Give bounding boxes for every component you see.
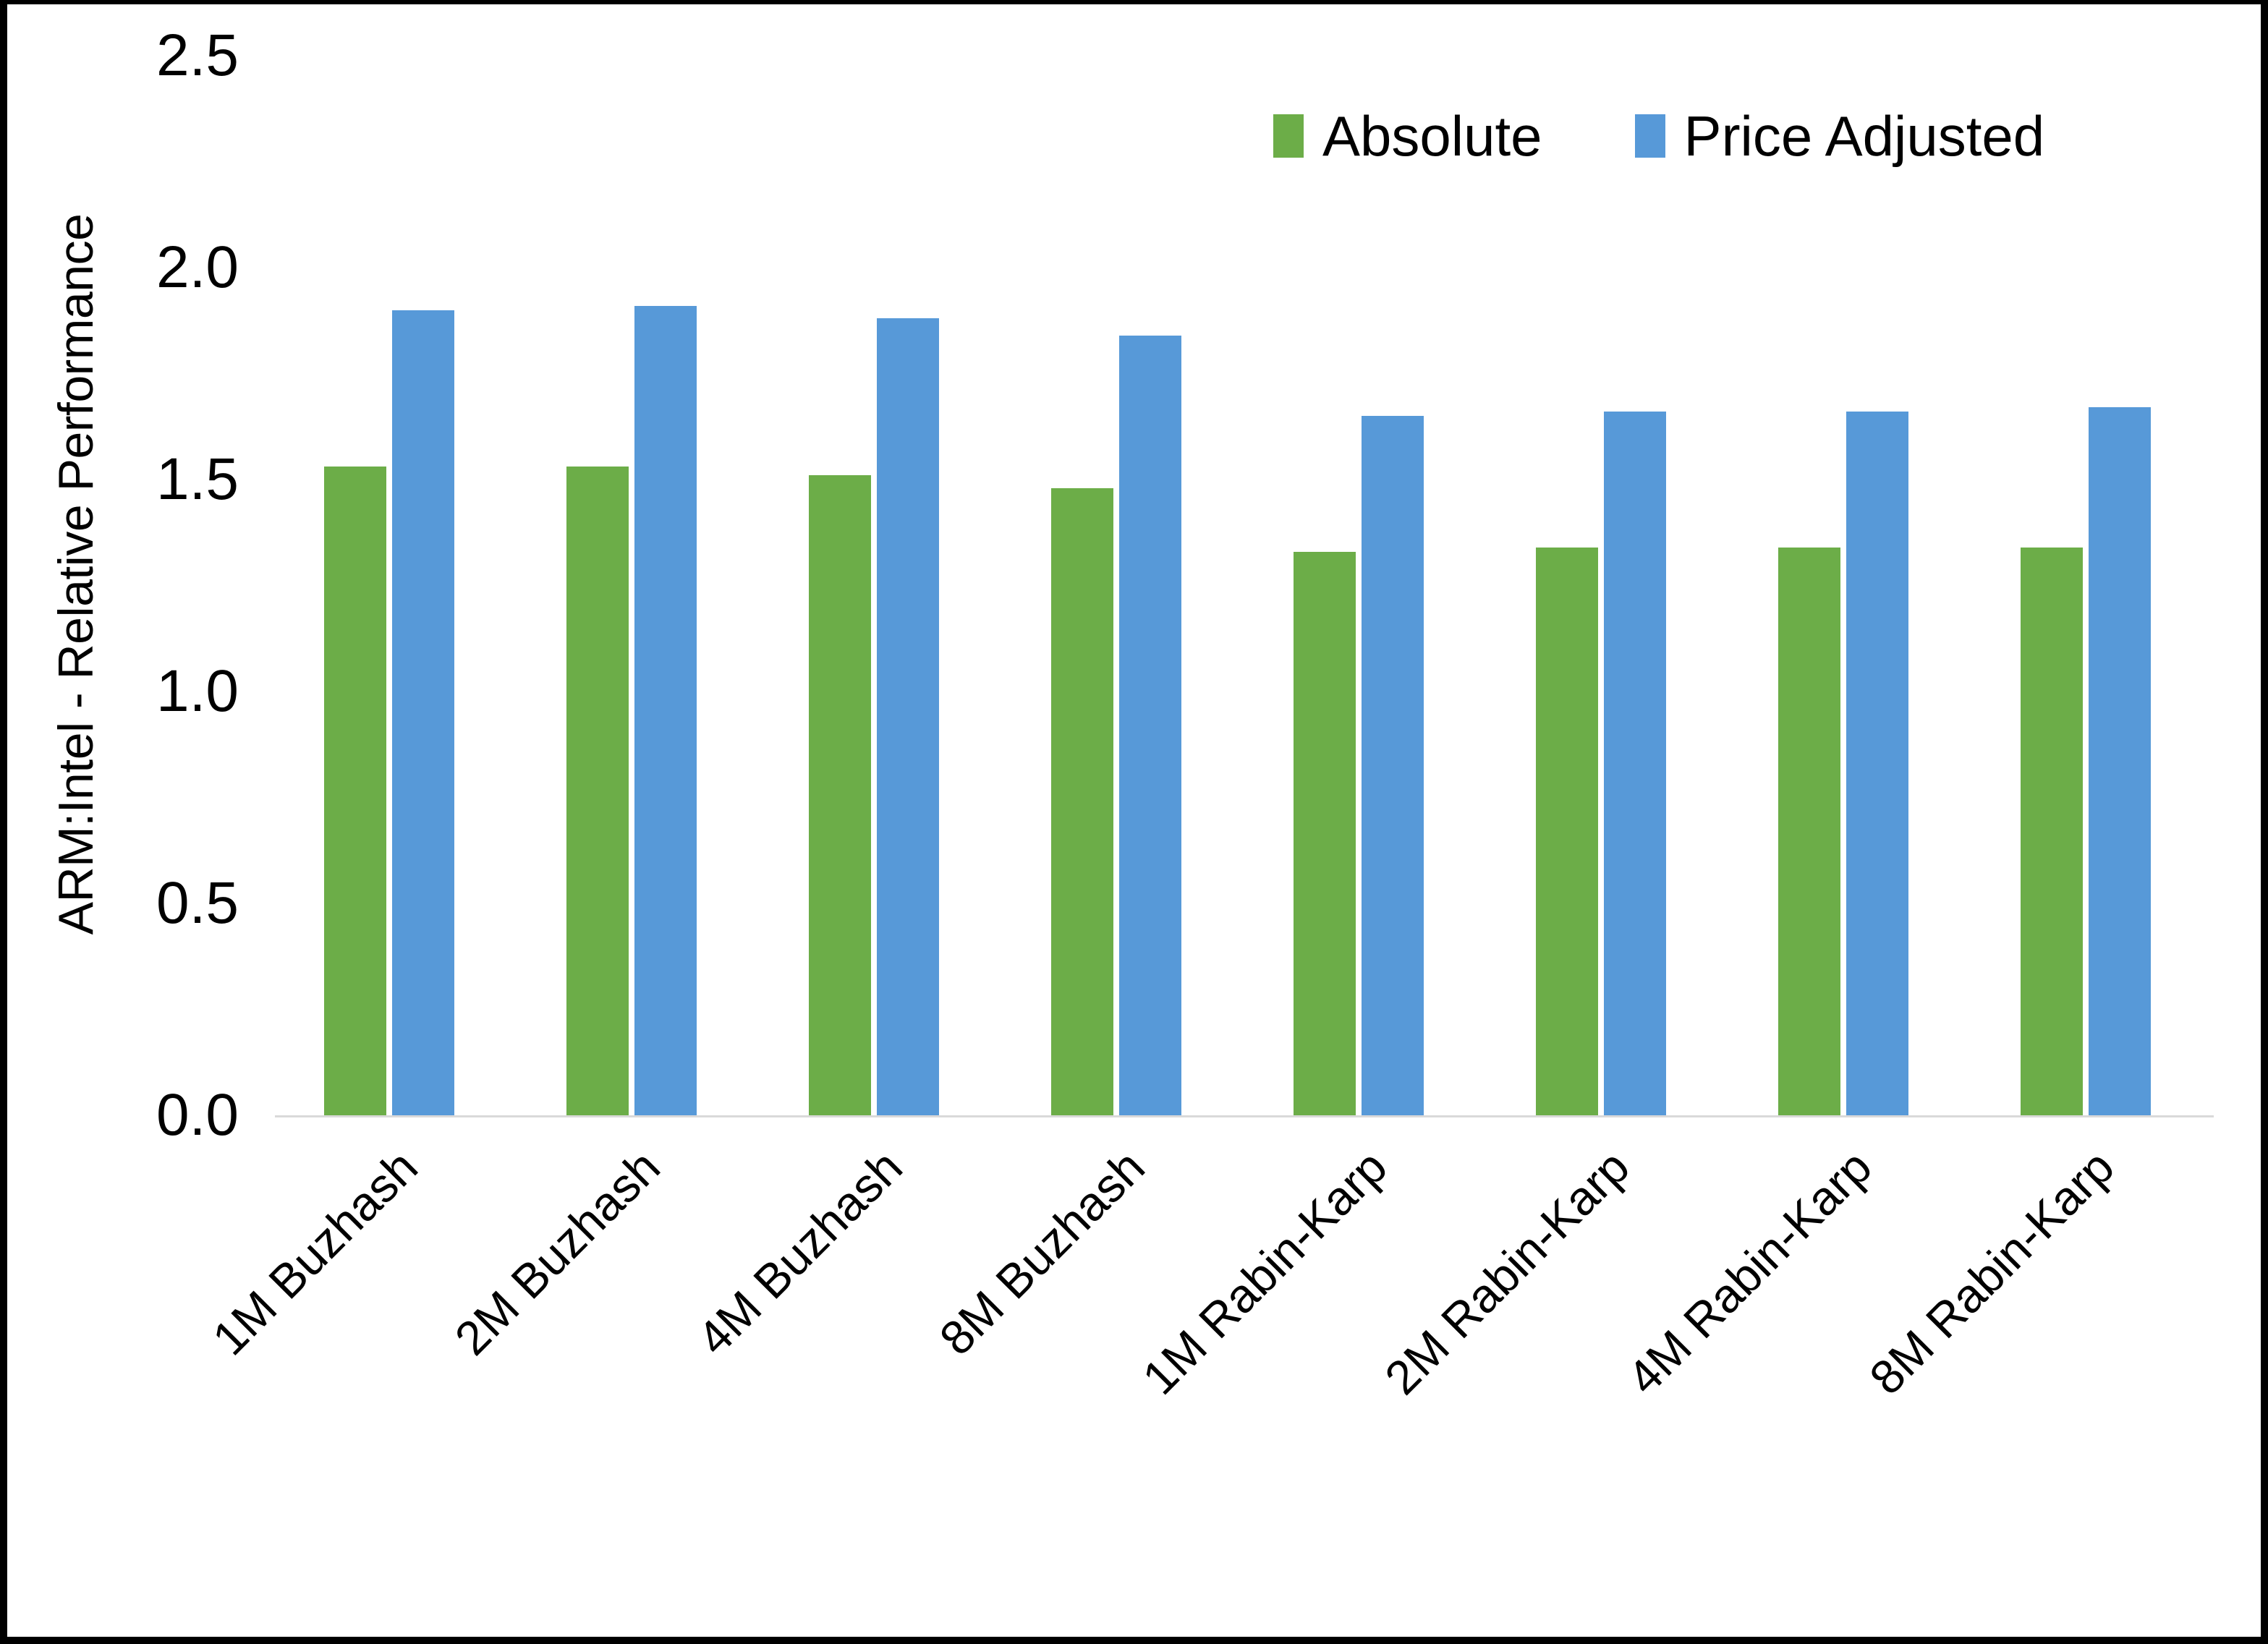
y-axis-tick-label: 1.0 bbox=[156, 658, 239, 724]
legend-swatch-icon bbox=[1634, 114, 1665, 158]
bar-price-adjusted[interactable] bbox=[876, 318, 939, 1115]
bar-absolute[interactable] bbox=[1778, 547, 1840, 1115]
bar-absolute[interactable] bbox=[1050, 487, 1113, 1115]
bar-group bbox=[760, 56, 1002, 1115]
bar-absolute[interactable] bbox=[808, 475, 871, 1115]
bar-absolute[interactable] bbox=[323, 467, 386, 1115]
y-axis-tick-label: 0.0 bbox=[156, 1082, 239, 1148]
bar-price-adjusted[interactable] bbox=[391, 310, 454, 1115]
legend-item[interactable]: Price Adjusted bbox=[1634, 103, 2045, 169]
bar-absolute[interactable] bbox=[1293, 551, 1356, 1115]
x-axis-line bbox=[275, 1115, 2214, 1117]
bar-group bbox=[1002, 56, 1244, 1115]
legend-item[interactable]: Absolute bbox=[1273, 103, 1542, 169]
bar-price-adjusted[interactable] bbox=[2088, 407, 2151, 1115]
bar-group bbox=[1729, 56, 1971, 1115]
y-axis-tick-label: 0.5 bbox=[156, 870, 239, 936]
y-axis-tick-label: 2.0 bbox=[156, 234, 239, 300]
bar-group bbox=[517, 56, 760, 1115]
legend-label: Absolute bbox=[1322, 103, 1542, 168]
bar-group bbox=[1244, 56, 1487, 1115]
bar-absolute[interactable] bbox=[2020, 547, 2083, 1115]
y-axis-tick-label: 2.5 bbox=[156, 22, 239, 88]
bar-absolute[interactable] bbox=[1535, 547, 1598, 1115]
y-axis-tick-label: 1.5 bbox=[156, 446, 239, 512]
bar-group bbox=[1487, 56, 1729, 1115]
bar-price-adjusted[interactable] bbox=[1846, 412, 1908, 1115]
bar-group bbox=[1971, 56, 2214, 1115]
y-axis-title: ARM:Intel - Relative Performance bbox=[48, 213, 103, 935]
legend-label: Price Adjusted bbox=[1683, 103, 2045, 168]
chart-legend: Absolute Price Adjusted bbox=[1273, 101, 2044, 171]
bar-price-adjusted[interactable] bbox=[634, 305, 697, 1115]
bar-price-adjusted[interactable] bbox=[1361, 416, 1424, 1115]
bar-price-adjusted[interactable] bbox=[1118, 335, 1181, 1115]
bar-group bbox=[275, 56, 517, 1115]
bar-price-adjusted[interactable] bbox=[1603, 412, 1666, 1115]
bar-absolute[interactable] bbox=[566, 467, 629, 1115]
plot-area bbox=[275, 56, 2214, 1115]
legend-swatch-icon bbox=[1273, 114, 1304, 158]
